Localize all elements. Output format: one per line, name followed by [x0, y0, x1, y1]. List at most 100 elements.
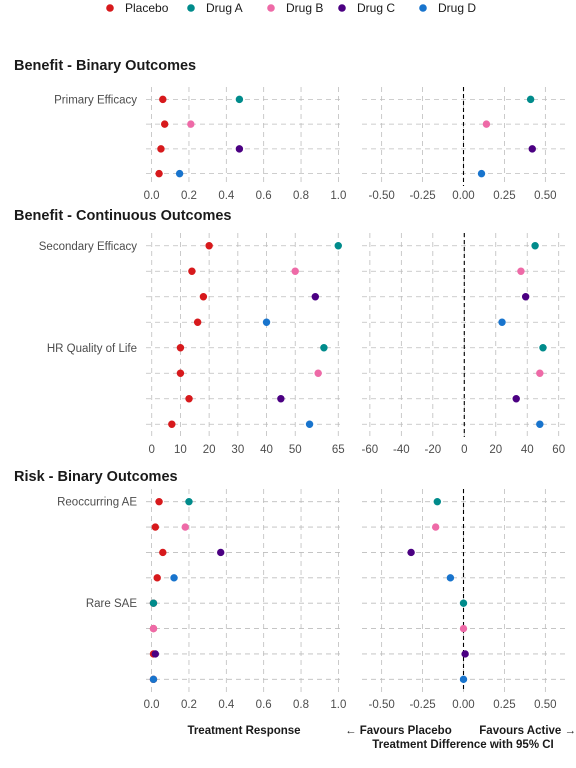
right-tick-label: 0.00 — [452, 190, 474, 202]
left-tick-label: 0.8 — [293, 699, 309, 711]
legend-marker-drug-a — [187, 4, 195, 12]
left-tick-label: 0.0 — [144, 699, 160, 711]
point-drug-a — [320, 344, 328, 352]
point-drug-d — [262, 318, 271, 326]
right-tick-label: 0.25 — [493, 190, 515, 202]
right-tick-label: -40 — [393, 444, 410, 456]
panel-title: Risk - Binary Outcomes — [14, 469, 178, 485]
right-tick-label: -0.25 — [409, 699, 435, 711]
outcome-label-primary-efficacy: Primary Efficacy — [54, 94, 137, 106]
point-drug-a — [149, 599, 158, 607]
point-drug-b — [314, 369, 322, 377]
legend-item-drug-b: Drug B — [267, 1, 323, 15]
point-placebo — [160, 120, 169, 128]
left-tick-label: 30 — [231, 444, 244, 456]
point-drug-d — [170, 574, 178, 582]
diff-point-drug-a — [531, 242, 539, 250]
right-tick-label: 40 — [521, 444, 534, 456]
diff-point-drug-d — [536, 420, 544, 428]
left-tick-label: 0.2 — [181, 699, 197, 711]
point-drug-c — [235, 145, 244, 153]
point-placebo — [159, 548, 167, 557]
point-drug-a — [185, 497, 193, 506]
left-tick-label: 0.0 — [144, 190, 160, 202]
left-tick-label: 10 — [174, 444, 187, 456]
legend-item-drug-c: Drug C — [338, 1, 395, 15]
legend-label-drug-c: Drug C — [357, 1, 395, 15]
legend-label-drug-b: Drug B — [286, 1, 323, 15]
point-placebo — [168, 420, 176, 428]
legend-item-drug-a: Drug A — [187, 1, 243, 15]
panel-benefit-continuous-outcomes: Benefit - Continuous Outcomes Secondary E… — [14, 208, 565, 456]
right-tick-label: -60 — [362, 444, 379, 456]
panel-title: Benefit - Binary Outcomes — [14, 58, 196, 74]
right-tick-label: 0.50 — [534, 190, 556, 202]
right-tick-label: -0.25 — [409, 190, 435, 202]
point-drug-c — [311, 293, 320, 301]
panel-title: Benefit - Continuous Outcomes — [14, 208, 232, 224]
right-tick-label: 0.25 — [493, 699, 515, 711]
point-drug-b — [291, 267, 299, 275]
panel-risk-binary-outcomes: Risk - Binary Outcomes Reoccurring AE Rare… — [14, 469, 565, 711]
point-drug-d — [175, 169, 184, 178]
left-grid — [146, 489, 344, 692]
point-drug-d — [149, 675, 158, 684]
left-tick-label: 40 — [260, 444, 273, 456]
left-tick-label: 0.4 — [218, 190, 235, 202]
chart-panels: Benefit - Binary Outcomes Primary Efficac… — [14, 58, 565, 711]
right-tick-label: 20 — [489, 444, 502, 456]
right-tick-label: 0 — [461, 444, 467, 456]
diff-point-drug-a — [433, 497, 442, 506]
legend-label-drug-d: Drug D — [438, 1, 476, 15]
left-tick-label: 0.6 — [256, 699, 272, 711]
point-drug-c — [277, 395, 285, 403]
legend-label-placebo: Placebo — [125, 1, 169, 15]
favours-placebo-label: ← Favours Placebo — [345, 725, 452, 737]
left-tick-label: 65 — [332, 444, 345, 456]
legend: Placebo Drug A Drug B Drug C Drug D — [106, 1, 476, 15]
diff-point-drug-b — [517, 267, 525, 275]
point-drug-d — [305, 420, 314, 428]
x-axis-title-right: Treatment Difference with 95% CI — [372, 739, 554, 751]
left-tick-label: 1.0 — [330, 190, 346, 202]
outcome-label-secondary-efficacy: Secondary Efficacy — [39, 241, 137, 253]
left-tick-label: 0.6 — [256, 190, 272, 202]
diff-point-drug-c — [407, 548, 415, 557]
legend-label-drug-a: Drug A — [206, 1, 243, 15]
right-tick-label: -0.50 — [369, 190, 395, 202]
diff-point-drug-b — [482, 120, 491, 128]
axis-titles: Treatment Response ← Favours Placebo Fav… — [187, 725, 576, 751]
point-drug-a — [235, 95, 244, 104]
left-tick-label: 20 — [203, 444, 216, 456]
point-placebo — [205, 242, 213, 250]
panel-benefit-binary-outcomes: Benefit - Binary Outcomes Primary Efficac… — [14, 58, 565, 202]
point-drug-c — [151, 650, 160, 658]
left-grid — [146, 233, 344, 437]
legend-marker-drug-b — [267, 4, 275, 12]
diff-point-drug-d — [477, 169, 486, 178]
legend-marker-placebo — [106, 4, 114, 12]
diff-point-drug-c — [461, 650, 469, 658]
x-axis-title-left: Treatment Response — [187, 725, 300, 737]
point-placebo — [185, 395, 193, 403]
point-placebo — [176, 369, 185, 377]
point-drug-b — [187, 120, 195, 128]
diff-point-drug-c — [512, 395, 520, 403]
left-tick-label: 1.0 — [330, 699, 346, 711]
diff-point-drug-d — [446, 574, 455, 582]
outcome-label-hr-quality-of-life: HR Quality of Life — [47, 343, 137, 355]
legend-item-drug-d: Drug D — [419, 1, 476, 15]
right-tick-label: 60 — [552, 444, 565, 456]
point-placebo — [199, 293, 208, 301]
right-grid — [362, 233, 565, 437]
right-tick-label: -0.50 — [369, 699, 395, 711]
outcome-label-rare-sae: Rare SAE — [86, 598, 137, 610]
point-placebo — [157, 145, 165, 153]
diff-point-drug-c — [528, 145, 536, 153]
left-grid — [146, 87, 344, 186]
left-tick-label: 0.8 — [293, 190, 309, 202]
right-tick-label: 0.50 — [534, 699, 556, 711]
legend-marker-drug-c — [338, 4, 346, 12]
diff-point-drug-b — [536, 369, 544, 377]
